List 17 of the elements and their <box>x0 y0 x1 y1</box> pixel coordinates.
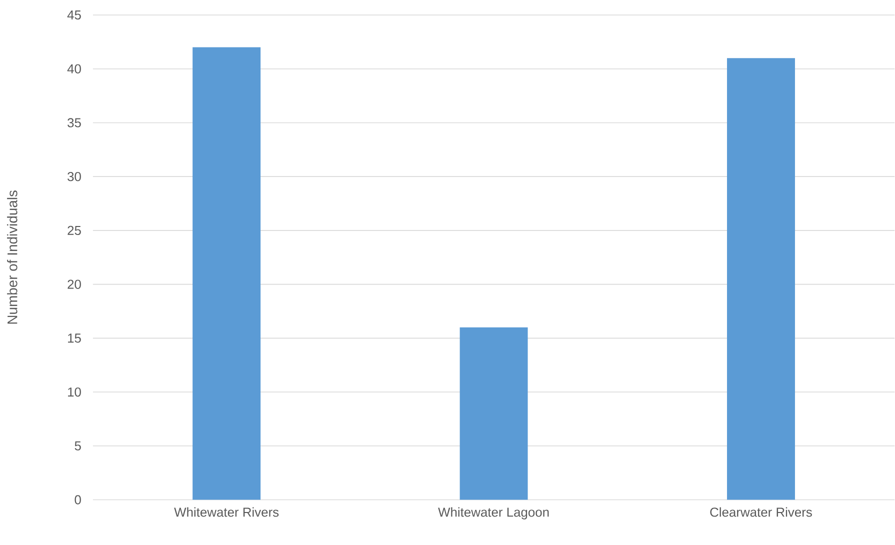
x-tick-label: Clearwater Rivers <box>710 507 812 517</box>
x-tick-label: Whitewater Lagoon <box>438 507 549 520</box>
bar <box>192 47 261 500</box>
y-tick-label: 0 <box>74 495 81 504</box>
y-tick-label: 10 <box>68 388 81 397</box>
y-tick-label: 40 <box>67 64 81 74</box>
y-tick-label: 15 <box>68 334 81 343</box>
y-tick-label: 35 <box>68 118 81 128</box>
y-axis-title: Number of Individuals <box>7 190 18 324</box>
y-tick-label: 25 <box>68 226 81 236</box>
bar <box>727 58 795 500</box>
y-tick-label: 5 <box>74 442 81 451</box>
bar <box>460 328 528 500</box>
y-tick-label: 45 <box>67 10 81 20</box>
y-tick-label: 30 <box>68 172 81 182</box>
y-tick-label: 20 <box>68 280 81 290</box>
x-tick-label: Whitewater Rivers <box>174 507 279 517</box>
